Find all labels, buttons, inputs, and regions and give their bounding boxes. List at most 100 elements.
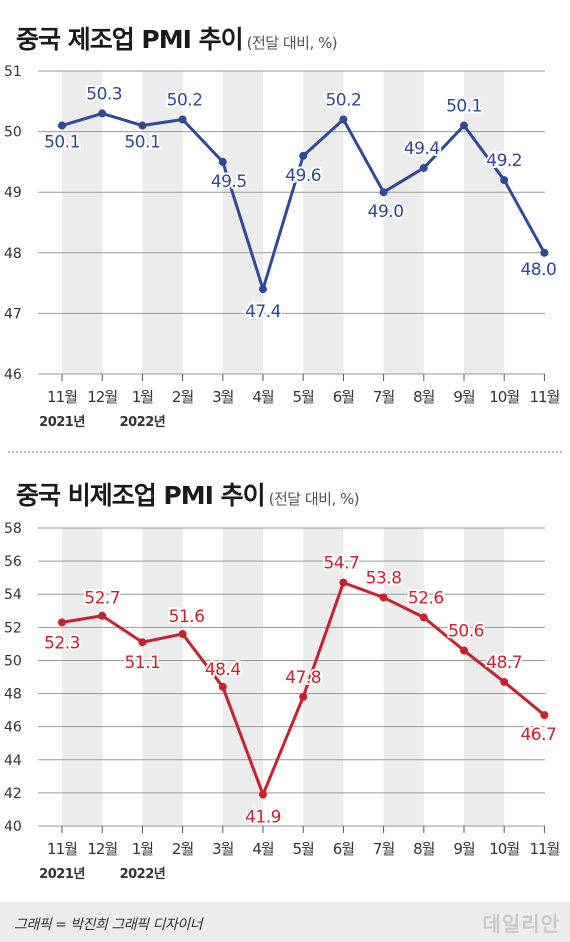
data-label: 47.8 <box>285 668 321 688</box>
data-point <box>178 629 187 638</box>
data-label: 49.0 <box>368 202 404 222</box>
data-point <box>138 121 147 130</box>
data-point <box>58 618 66 627</box>
title-subtitle: (전달 대비, %) <box>246 34 338 52</box>
data-label: 50.2 <box>167 90 203 110</box>
x-tick-label: 1월 <box>132 840 154 858</box>
x-tick-label: 4월 <box>252 388 274 406</box>
x-tick-label: 12월 <box>87 840 117 858</box>
data-label: 51.6 <box>169 607 205 627</box>
y-tick-label: 49 <box>4 185 22 201</box>
data-point <box>460 121 468 130</box>
column-band <box>62 71 103 374</box>
x-tick-label: 3월 <box>212 840 234 858</box>
data-label: 49.6 <box>285 166 321 186</box>
data-point <box>460 646 468 655</box>
data-point <box>259 790 267 799</box>
data-point <box>218 157 227 166</box>
data-point <box>98 109 107 118</box>
data-label: 46.7 <box>520 725 556 745</box>
data-label: 50.1 <box>124 133 160 153</box>
data-label: 49.2 <box>486 151 522 171</box>
y-tick-label: 50 <box>4 653 22 669</box>
y-tick-label: 48 <box>4 246 22 262</box>
title-text: 중국 제조업 PMI 추이 <box>16 25 244 54</box>
data-label: 50.6 <box>448 622 484 642</box>
data-label: 52.3 <box>44 633 80 653</box>
data-point <box>500 677 509 686</box>
data-label: 50.2 <box>325 90 361 110</box>
data-label: 50.1 <box>446 97 482 117</box>
column-band <box>464 71 505 374</box>
y-tick-label: 48 <box>4 687 22 703</box>
x-tick-label: 2월 <box>172 840 194 858</box>
column-band <box>62 528 103 826</box>
data-label: 49.4 <box>404 139 440 159</box>
data-label: 50.1 <box>44 133 80 153</box>
data-label: 48.4 <box>205 660 241 680</box>
footer-bar: 그래픽 = 박진희 그래픽 디자이너 데일리안 <box>0 902 570 942</box>
data-label: 52.6 <box>408 588 444 608</box>
x-tick-label: 3월 <box>212 388 234 406</box>
data-label: 48.0 <box>520 260 556 280</box>
y-tick-label: 54 <box>4 587 22 603</box>
non-manufacturing-pmi-chart: 40 42 44 46 48 50 52 54 56 58 11월 12월 1월 2월 3월 4월 5월 6월 7월… <box>4 521 561 882</box>
data-label: 51.1 <box>124 653 160 673</box>
x-tick-label: 1월 <box>132 388 154 406</box>
data-point <box>339 578 348 587</box>
data-point <box>419 613 428 622</box>
x-tick-label: 11월 <box>47 840 77 858</box>
data-label: 41.9 <box>245 808 281 828</box>
x-tick-label: 8월 <box>413 388 435 406</box>
x-tick-label: 2월 <box>172 388 194 406</box>
data-point <box>178 115 187 124</box>
title-text: 중국 비제조업 PMI 추이 <box>16 481 266 510</box>
data-point <box>299 151 308 160</box>
x-tick-label: 8월 <box>413 840 435 858</box>
data-label: 49.5 <box>211 172 247 192</box>
chart-title-non-manufacturing: 중국 비제조업 PMI 추이 (전달 대비, %) <box>16 476 360 512</box>
data-label: 52.7 <box>84 589 120 609</box>
section-divider <box>8 451 562 453</box>
x-tick-label: 11월 <box>47 388 77 406</box>
year-label: 2021년 <box>39 867 85 882</box>
data-point <box>500 176 509 185</box>
year-label: 2022년 <box>120 415 166 430</box>
data-label: 54.7 <box>323 554 359 574</box>
data-point <box>138 638 147 647</box>
y-tick-label: 58 <box>4 521 22 537</box>
x-tick-label: 5월 <box>293 388 315 406</box>
data-point <box>540 248 549 257</box>
x-tick-label: 7월 <box>373 388 395 406</box>
data-point <box>299 692 308 701</box>
x-tick-label: 9월 <box>453 388 475 406</box>
x-tick-label: 5월 <box>293 840 315 858</box>
data-label: 53.8 <box>366 569 402 589</box>
y-tick-label: 56 <box>4 554 22 570</box>
data-point <box>540 711 549 720</box>
x-tick-label: 10월 <box>489 840 519 858</box>
data-point <box>419 163 428 172</box>
data-point <box>58 121 66 130</box>
y-tick-label: 46 <box>4 720 22 736</box>
y-tick-label: 47 <box>4 306 22 322</box>
x-tick-label: 10월 <box>489 388 519 406</box>
data-point <box>339 115 348 124</box>
column-band <box>383 71 424 374</box>
chart-title-manufacturing: 중국 제조업 PMI 추이 (전달 대비, %) <box>16 20 338 56</box>
x-tick-label: 4월 <box>252 840 274 858</box>
y-tick-label: 46 <box>4 367 22 383</box>
y-tick-label: 52 <box>4 620 22 636</box>
x-tick-label: 9월 <box>453 840 475 858</box>
data-point <box>98 611 107 620</box>
y-tick-label: 40 <box>4 819 22 835</box>
y-tick-label: 44 <box>4 753 22 769</box>
y-tick-label: 50 <box>4 125 22 141</box>
data-point <box>379 188 388 197</box>
column-band <box>303 71 344 374</box>
x-tick-label: 12월 <box>87 388 117 406</box>
data-point <box>259 285 267 294</box>
data-point <box>379 593 388 602</box>
y-tick-label: 42 <box>4 786 22 802</box>
data-label: 50.3 <box>86 84 122 104</box>
